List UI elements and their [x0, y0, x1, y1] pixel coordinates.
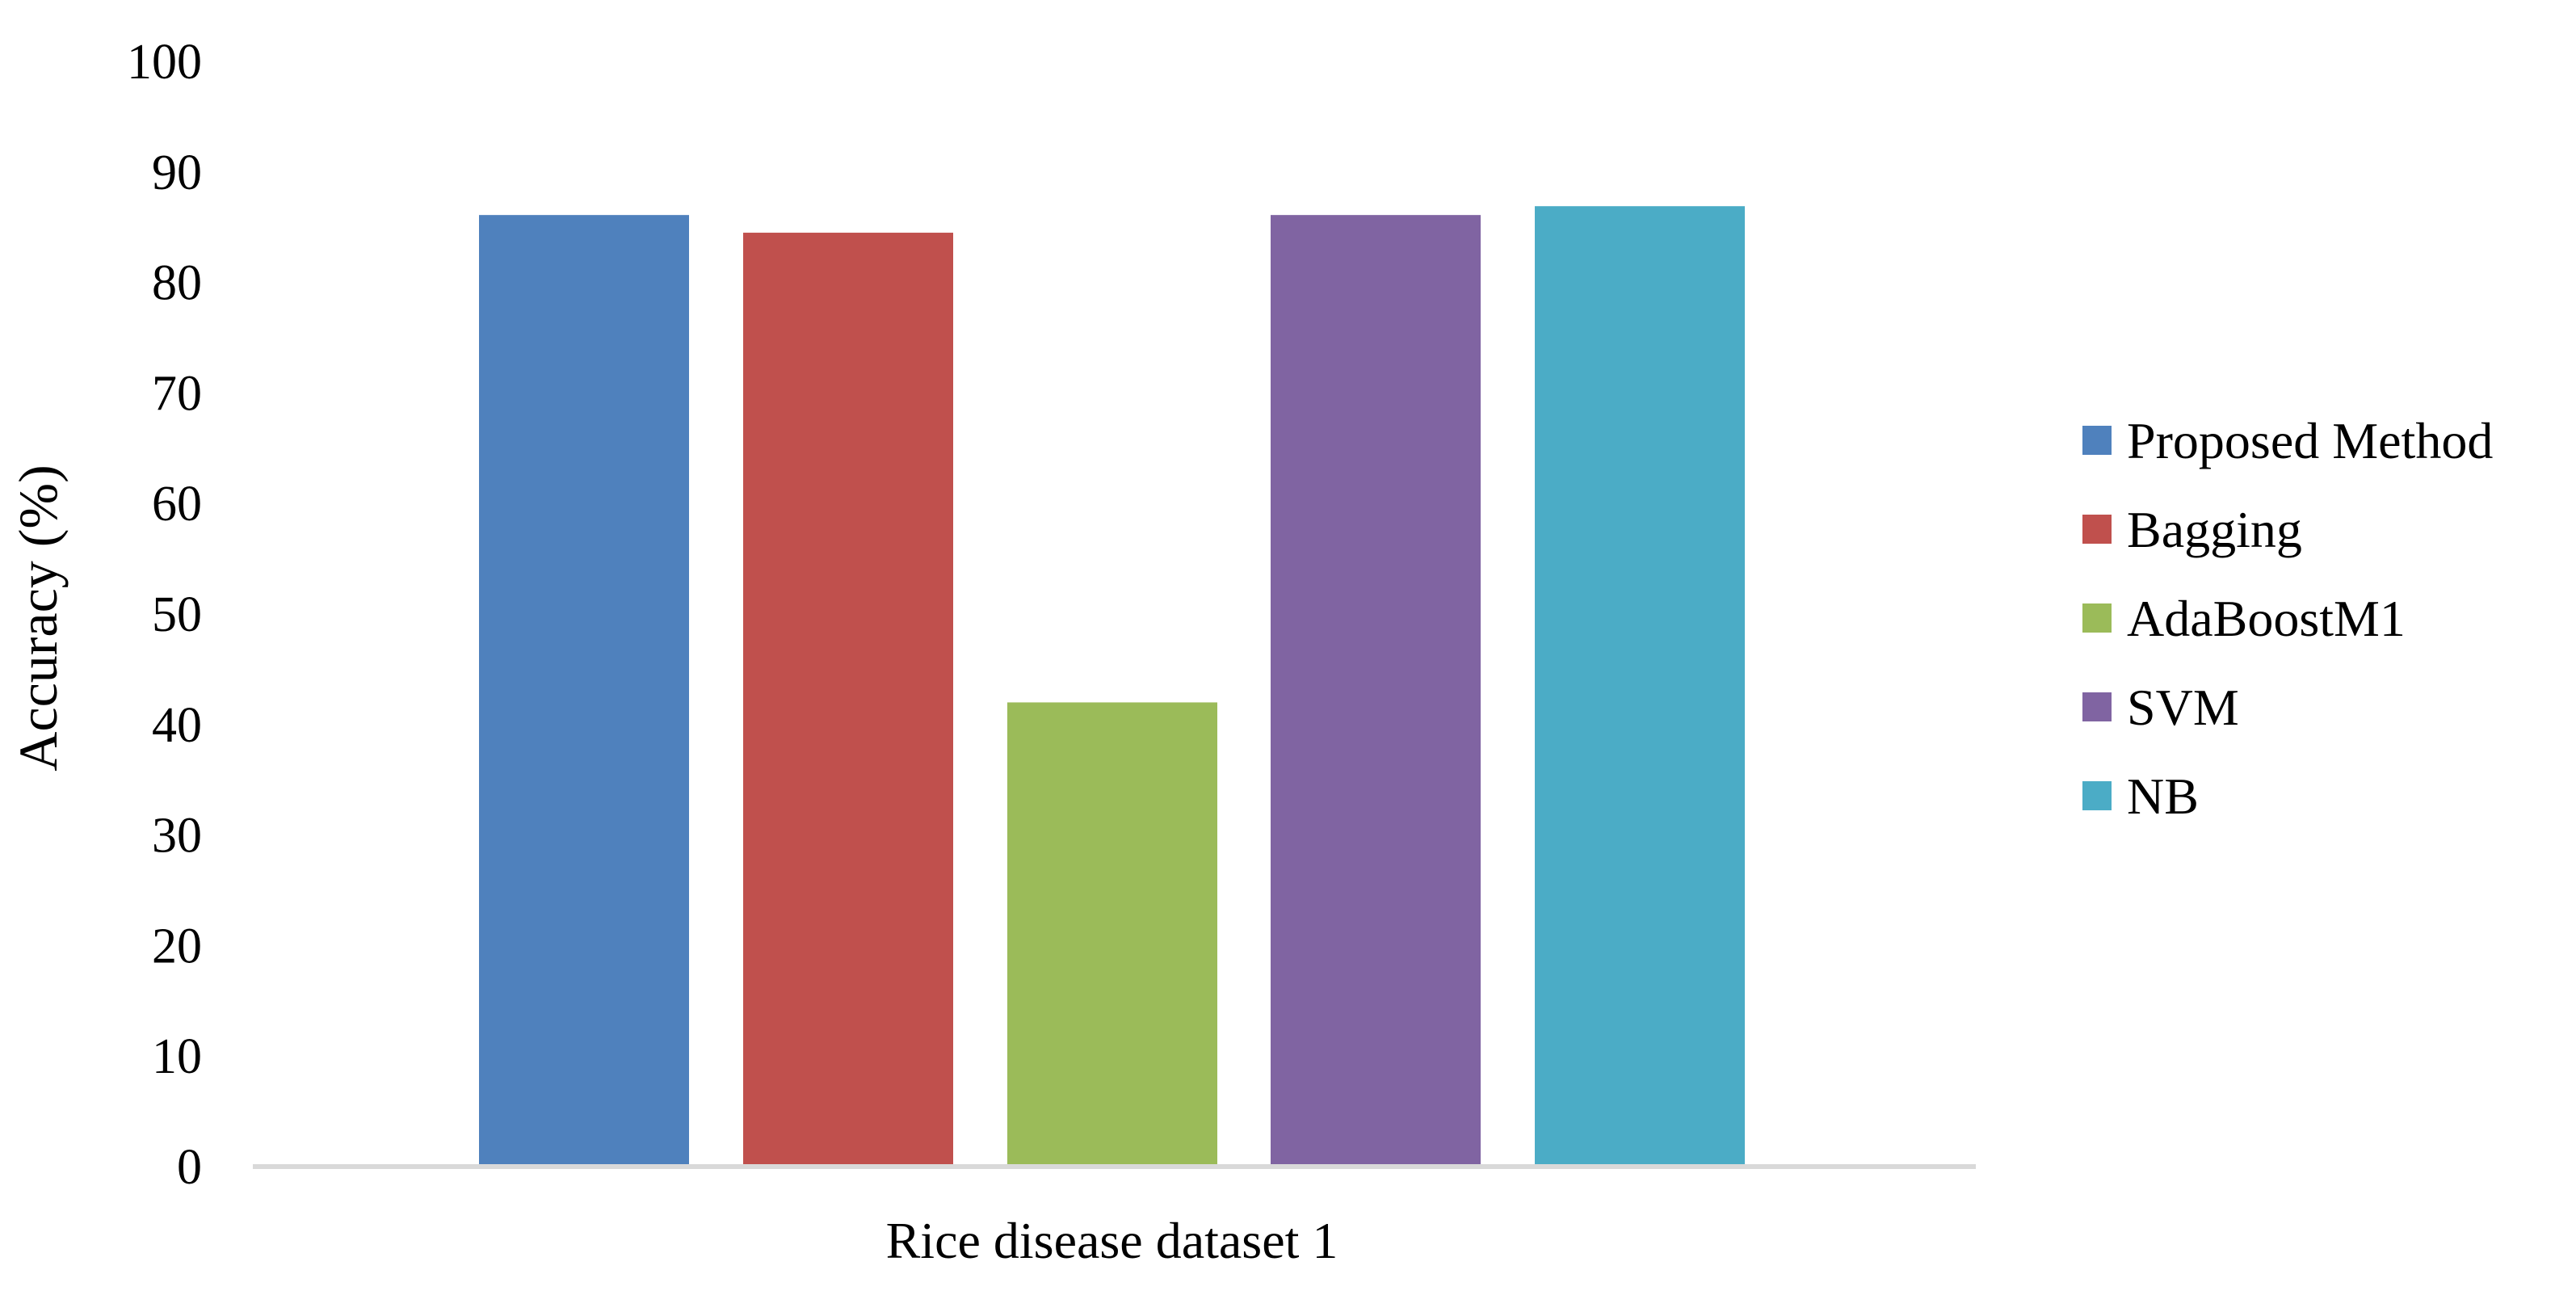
legend-swatch — [2082, 781, 2112, 810]
x-category-label: Rice disease dataset 1 — [886, 1212, 1338, 1269]
y-tick-label: 60 — [152, 477, 202, 532]
bar-nb — [1535, 206, 1745, 1167]
y-tick-label: 50 — [152, 587, 202, 642]
y-tick-label: 70 — [152, 366, 202, 421]
y-axis-ticks: 0 10 20 30 40 50 60 70 80 90 100 — [127, 35, 202, 1195]
legend-item: NB — [2082, 767, 2199, 825]
legend-item: Proposed Method — [2082, 412, 2493, 469]
legend-item: AdaBoostM1 — [2082, 590, 2406, 647]
legend-swatch — [2082, 603, 2112, 633]
y-tick-label: 30 — [152, 809, 202, 864]
legend-swatch — [2082, 515, 2112, 544]
legend-label: SVM — [2127, 679, 2239, 736]
legend-label: NB — [2127, 767, 2199, 825]
y-axis-title: Accuracy (%) — [7, 465, 69, 771]
legend: Proposed Method Bagging AdaBoostM1 SVM NB — [2082, 412, 2493, 825]
legend-item: Bagging — [2082, 501, 2302, 558]
y-tick-label: 90 — [152, 145, 202, 200]
legend-label: AdaBoostM1 — [2127, 590, 2406, 647]
y-tick-label: 80 — [152, 256, 202, 311]
bar-svm — [1271, 215, 1481, 1167]
legend-label: Bagging — [2127, 501, 2302, 558]
bar-adaboostm1 — [1007, 702, 1217, 1167]
bar-proposed-method — [479, 215, 689, 1167]
y-tick-label: 40 — [152, 698, 202, 753]
y-tick-label: 10 — [152, 1029, 202, 1084]
x-axis-categories: Rice disease dataset 1 — [886, 1212, 1338, 1269]
legend-swatch — [2082, 426, 2112, 455]
y-tick-label: 20 — [152, 919, 202, 974]
bars — [479, 206, 1745, 1167]
legend-swatch — [2082, 692, 2112, 721]
y-tick-label: 0 — [177, 1140, 202, 1195]
bar-bagging — [743, 233, 953, 1167]
legend-label: Proposed Method — [2127, 412, 2493, 469]
y-tick-label: 100 — [127, 35, 202, 90]
legend-item: SVM — [2082, 679, 2239, 736]
